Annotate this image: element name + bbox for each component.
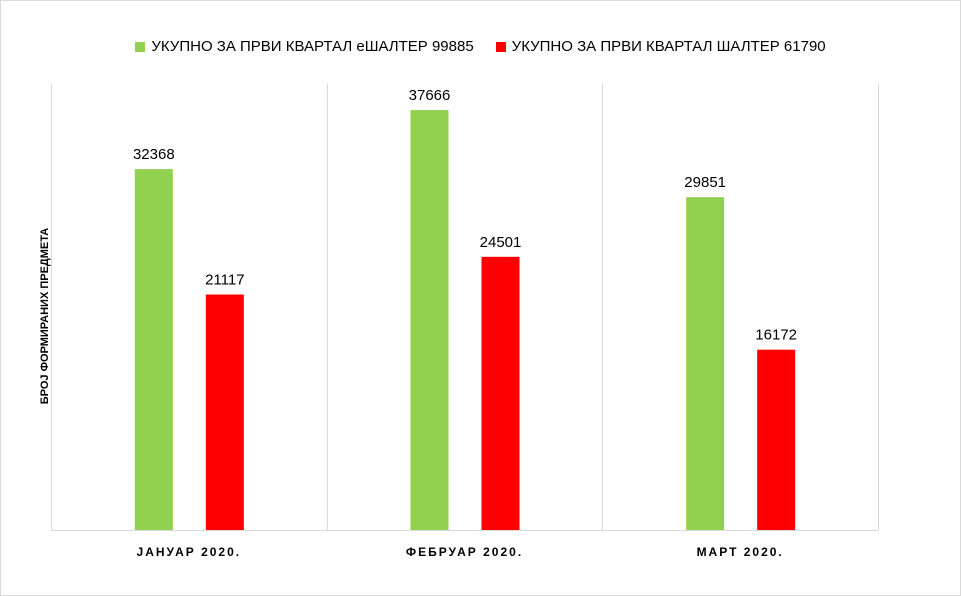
bar-shalter-3 [757,349,796,530]
x-tick-label-3: МАРТ 2020. [697,545,784,559]
bar-eshalter-1 [134,169,173,530]
data-label-eshalter-2: 37666 [409,87,451,104]
data-label-shalter-1: 21117 [205,272,245,289]
legend-label-shalter: УКУПНО ЗА ПРВИ КВАРТАЛ ШАЛТЕР 61790 [511,38,826,55]
legend: УКУПНО ЗА ПРВИ КВАРТАЛ еШАЛТЕР 99885 УКУ… [0,38,961,55]
data-label-eshalter-1: 32368 [133,146,175,163]
x-tick-label-2: ФЕБРУАР 2020. [406,545,523,559]
legend-label-eshalter: УКУПНО ЗА ПРВИ КВАРТАЛ еШАЛТЕР 99885 [151,38,474,55]
legend-swatch-eshalter [135,41,146,52]
x-tick-label-1: ЈАНУАР 2020. [137,545,242,559]
bar-eshalter-2 [410,110,449,530]
data-label-shalter-3: 16172 [755,327,797,344]
bar-shalter-1 [205,294,244,530]
bar-shalter-2 [481,256,520,530]
bar-eshalter-3 [686,197,725,530]
legend-item-eshalter: УКУПНО ЗА ПРВИ КВАРТАЛ еШАЛТЕР 99885 [135,38,474,55]
legend-item-shalter: УКУПНО ЗА ПРВИ КВАРТАЛ ШАЛТЕР 61790 [495,38,826,55]
data-label-shalter-2: 24501 [480,234,522,251]
data-label-eshalter-3: 29851 [684,174,726,191]
legend-swatch-shalter [495,41,506,52]
